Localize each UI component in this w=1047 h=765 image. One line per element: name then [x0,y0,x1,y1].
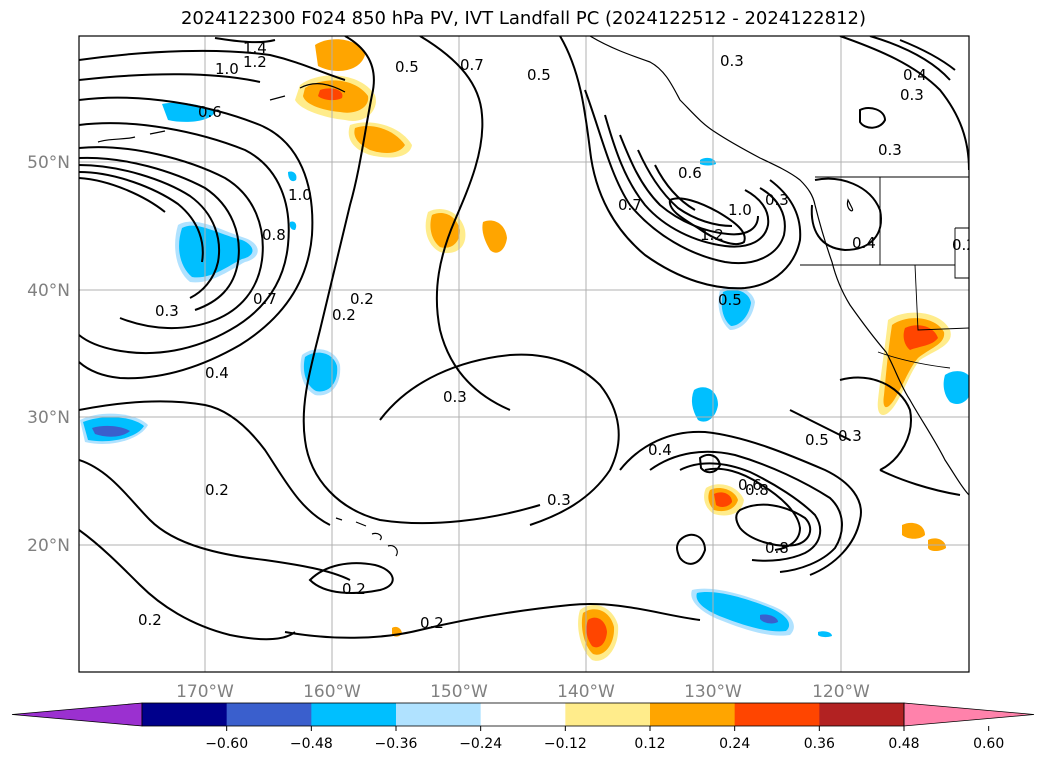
colorbar-segment [142,703,228,726]
contour-label: 0.6 [198,103,222,121]
colorbar: −0.60 −0.48 −0.36 −0.24 −0.12 0.12 0.24 0.36 0.4… [11,702,1035,752]
lon-label-160w: 160°W [303,682,361,702]
contour-label: 0.2 [952,236,976,254]
contour-labels: 1.4 1.2 1.0 0.6 0.5 0.7 0.3 0.8 0.4 0.2 … [138,39,976,632]
contour-label: 0.3 [838,427,862,445]
colorbar-segment [311,703,397,726]
lon-label-120w: 120°W [812,682,870,702]
colorbar-tick-label: 0.60 [973,736,1004,752]
colorbar-ticks: −0.60 −0.48 −0.36 −0.24 −0.12 0.12 0.24 0.36 0.4… [205,726,1004,752]
longitude-labels: 170°W 160°W 150°W 140°W 130°W 120°W [176,682,870,702]
map-gridlines [79,36,969,672]
political-borders [800,176,969,369]
contour-label: 1.0 [215,60,239,78]
contour-label: 1.2 [700,226,724,244]
colorbar-tick-label: −0.36 [375,736,418,752]
contour-label: 0.3 [155,302,179,320]
contour-label: 0.2 [332,306,356,324]
colorbar-segment [396,703,482,726]
colorbar-extend-min [11,702,143,727]
colorbar-segment [650,703,736,726]
contour-label: 0.4 [205,364,229,382]
contour-label: 0.6 [678,164,702,182]
contour-label: 0.2 [205,481,229,499]
contour-label: 0.3 [547,491,571,509]
contour-label: 0.4 [903,66,927,84]
colorbar-segment [480,703,566,726]
coastlines [97,36,969,557]
lat-label-50n: 50°N [27,153,70,173]
contour-label: 0.8 [745,481,769,499]
map-frame [78,35,970,673]
lon-label-140w: 140°W [557,682,615,702]
colorbar-tick-label: 0.36 [804,736,835,752]
colorbar-tick-label: −0.48 [290,736,333,752]
contour-label: 0.7 [460,56,484,74]
colorbar-extend-max [903,702,1035,727]
colorbar-tick-label: −0.60 [205,736,248,752]
map-title: 2024122300 F024 850 hPa PV, IVT Landfall… [180,8,867,29]
contour-label: 0.5 [395,58,419,76]
colorbar-segment [734,703,820,726]
contour-label: 0.3 [443,388,467,406]
colorbar-tick-label: 0.12 [634,736,665,752]
contour-label: 0.5 [527,66,551,84]
lon-label-170w: 170°W [176,682,234,702]
contour-label: 0.3 [900,86,924,104]
contour-label: 0.3 [765,191,789,209]
lat-label-30n: 30°N [27,408,70,428]
contour-label: 0.2 [350,290,374,308]
colorbar-outline [141,702,905,727]
contour-label: 0.4 [852,234,876,252]
colorbar-segment [565,703,651,726]
colorbar-segment [819,703,905,726]
contour-label: 0.6 [738,476,762,494]
contour-label: 0.8 [765,539,789,557]
contour-label: 0.4 [648,441,672,459]
colorbar-tick-label: −0.12 [544,736,587,752]
contour-label: 0.7 [618,196,642,214]
contour-label: 0.5 [718,291,742,309]
colorbar-segments [11,702,1035,727]
lon-label-150w: 150°W [430,682,488,702]
contour-label: 0.5 [805,431,829,449]
pv-contours [79,36,969,641]
lon-label-130w: 130°W [684,682,742,702]
contour-label: 1.0 [288,186,312,204]
lat-label-40n: 40°N [27,281,70,301]
contour-label: 0.3 [878,141,902,159]
contour-label: 0.7 [253,290,277,308]
contour-label: 0.3 [720,52,744,70]
pv-positive-shading [295,39,951,661]
colorbar-tick-label: −0.24 [459,736,502,752]
contour-label: 0.2 [342,580,366,598]
contour-label: 0.8 [262,226,286,244]
contour-label: 1.4 [243,39,267,57]
latitude-labels: 50°N 40°N 30°N 20°N [27,153,70,556]
lat-label-20n: 20°N [27,536,70,556]
colorbar-tick-label: 0.24 [719,736,750,752]
contour-label: 0.2 [138,611,162,629]
colorbar-segment [226,703,312,726]
colorbar-tick-label: 0.48 [888,736,919,752]
contour-label: 1.0 [728,201,752,219]
contour-label: 1.2 [243,53,267,71]
contour-label: 0.2 [420,614,444,632]
